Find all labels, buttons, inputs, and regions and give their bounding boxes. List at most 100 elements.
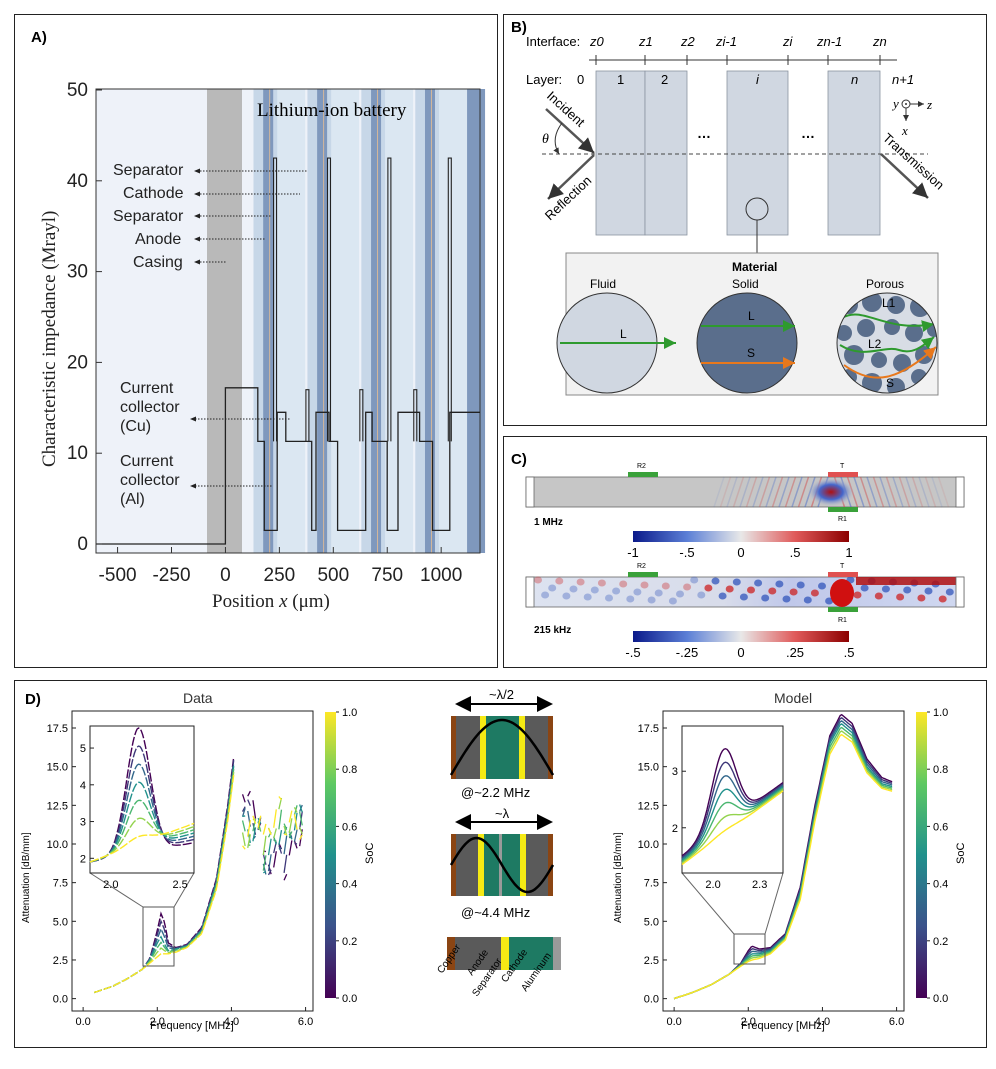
y-tick-label: 7.5 <box>644 878 659 890</box>
cbar-tick-label: 0.0 <box>933 993 948 1005</box>
y-tick-label: 15.0 <box>638 762 659 774</box>
model-ylabel: Attenuation [dB/mm] <box>613 832 624 923</box>
y-tick-label: 17.5 <box>638 723 659 735</box>
model-inset-line <box>681 761 784 858</box>
standing-wave-curve <box>449 718 555 776</box>
wave-blob <box>683 583 692 591</box>
wave-blob <box>647 596 656 604</box>
inset-x-label: 2.0 <box>705 879 720 891</box>
current-collector-band <box>317 89 328 553</box>
wave-blob <box>612 587 621 595</box>
data-title: Data <box>183 690 213 706</box>
x-tick-label: 6.0 <box>889 1016 904 1028</box>
wave-blob <box>676 590 684 598</box>
wave-blob <box>825 597 834 605</box>
wave-blob <box>541 591 550 599</box>
data-line-fragment <box>241 820 246 832</box>
current-collector-band <box>371 89 382 553</box>
separator-band <box>331 89 360 553</box>
wave-ripple <box>859 476 872 508</box>
legend-layer-block <box>501 937 509 970</box>
impedance-spike <box>359 389 364 442</box>
wave-blob <box>590 586 599 594</box>
model-inset-line <box>681 790 784 866</box>
x-tick-label: 250 <box>264 565 296 586</box>
data-xlabel: Frequency [MHz] <box>150 1020 234 1032</box>
model-xlabel: Frequency [MHz] <box>741 1020 825 1032</box>
panel-a: A) Lithium-ion battery Separator Cathode… <box>14 14 498 668</box>
wave-blob <box>853 591 862 599</box>
layer-legend-stack <box>447 937 561 970</box>
x-tick-label: 1000 <box>420 565 462 586</box>
layer-label: Layer: <box>526 72 562 87</box>
y-tick-label: 2.5 <box>644 955 659 967</box>
wave-ripple <box>752 476 764 508</box>
data-line-fragment <box>242 845 246 850</box>
data-line-fragment <box>283 833 287 836</box>
impedance-spike <box>273 157 278 442</box>
r1-label-1: R1 <box>838 516 847 523</box>
wave-ripple <box>765 476 777 508</box>
wave-blob <box>938 595 947 603</box>
wave-blob <box>903 586 912 594</box>
hot-band <box>856 577 956 585</box>
pore-particle <box>905 324 923 342</box>
data-line-fragment <box>247 799 251 807</box>
freq-1mhz: 1 MHz <box>534 517 563 528</box>
wave-blob <box>789 588 798 596</box>
model-line <box>673 733 893 1000</box>
colorbar-tick-label: -.25 <box>676 645 698 660</box>
wave-blob <box>534 576 542 584</box>
inset-y-label: 3 <box>672 766 678 778</box>
y-tick-label: 0.0 <box>53 994 68 1006</box>
wave-blob <box>661 582 670 590</box>
interface-z0: z0 <box>589 34 605 49</box>
wave-blob <box>711 577 720 585</box>
wave-blob <box>640 581 649 589</box>
pore-particle <box>857 319 875 337</box>
y-tick-label: 0.0 <box>644 994 659 1006</box>
wave-ripple <box>931 476 943 508</box>
data-line-fragment <box>267 838 272 856</box>
x-axis-label: Position x (μm) <box>212 591 330 612</box>
interface-label: Interface: <box>526 34 580 49</box>
data-line-fragment <box>241 794 246 803</box>
y-tick-label: 7.5 <box>53 878 68 890</box>
interface-zi: zi <box>782 34 794 49</box>
data-line-fragment <box>278 847 282 850</box>
pore-particle <box>887 296 905 314</box>
cbar-tick-label: 0.2 <box>342 936 357 948</box>
data-line-fragment <box>273 851 277 868</box>
axis-y-label: y <box>891 96 899 111</box>
data-line-fragment <box>283 823 288 830</box>
model-inset-line <box>681 786 784 861</box>
wave2-label: ~λ <box>495 806 510 821</box>
cbar-tick-label: 1.0 <box>933 707 948 719</box>
axis-z-label: z <box>926 97 932 112</box>
wave-blob <box>697 591 706 599</box>
wave2-freq: @~4.4 MHz <box>461 905 530 920</box>
data-series-lines <box>93 757 303 994</box>
data-line-fragment <box>299 826 303 835</box>
layer-segment <box>451 716 456 779</box>
data-line-fragment <box>283 835 288 855</box>
wave-blob <box>690 576 699 584</box>
data-line-fragment <box>262 835 267 856</box>
wave-blob <box>633 588 642 596</box>
colorbar-tick-label: 0 <box>737 645 744 660</box>
layer-segment <box>478 834 484 896</box>
current-collector-band <box>467 89 486 553</box>
material-title: Material <box>732 260 777 274</box>
y-tick-label: 5.0 <box>644 916 659 928</box>
wave2-stack <box>449 834 555 896</box>
ellipsis-1: … <box>697 125 711 141</box>
wave-blob <box>725 585 734 593</box>
interface-zn-1: zn-1 <box>816 34 842 49</box>
wave-blob <box>874 592 883 600</box>
wave-blob <box>626 595 635 603</box>
data-line-fragment <box>273 828 277 839</box>
colorbar-tick-label: .25 <box>786 645 804 660</box>
inset-x-label: 2.3 <box>752 879 767 891</box>
annot-cathode: Cathode <box>123 185 184 202</box>
layer-segment <box>480 716 486 779</box>
